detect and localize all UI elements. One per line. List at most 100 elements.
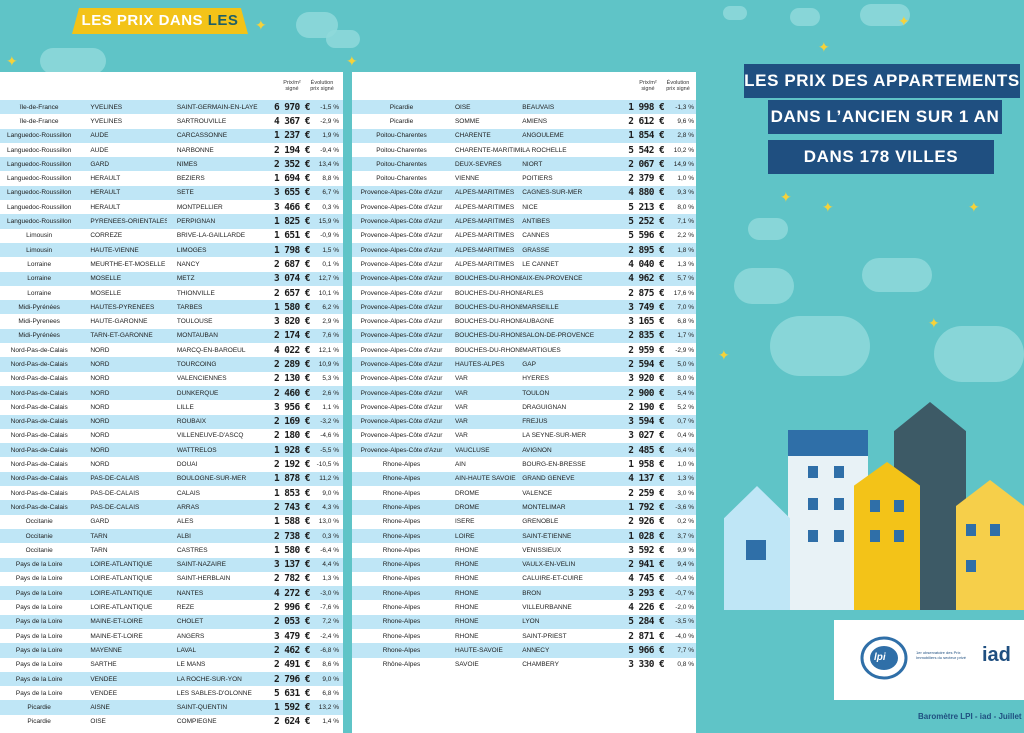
price-cell: 2 130 € <box>274 373 310 385</box>
department-cell: SOMME <box>454 117 480 125</box>
evolution-cell: -0,7 % <box>675 589 694 597</box>
table-row: Provence-Alpes-Côte d'Azur BOUCHES-DU-RHO… <box>352 271 696 286</box>
evolution-cell: 12,7 % <box>318 275 340 283</box>
city-cell: VILLENEUVE-D'ASCQ <box>176 432 244 440</box>
region-cell: Provence-Alpes-Côte d'Azur <box>360 260 443 268</box>
table-row: Provence-Alpes-Côte d'Azur VAR TOULON 2 900… <box>352 385 696 401</box>
city-cell: MONTPELLIER <box>176 203 223 211</box>
table-row: Provence-Alpes-Côte d'Azur VAR HYERES 3 920… <box>352 372 696 386</box>
price-cell: 2 612 € <box>628 115 665 127</box>
city-cell: PERPIGNAN <box>176 218 216 226</box>
region-cell: Provence-Alpes-Côte d'Azur <box>360 275 443 283</box>
price-cell: 1 958 € <box>628 459 665 471</box>
region-cell: Languedoc-Roussillon <box>7 175 72 183</box>
region-cell: Occitanie <box>25 518 53 526</box>
city-cell: SAINT-NAZAIRE <box>176 561 226 569</box>
price-cell: 3 594 € <box>628 416 665 428</box>
evolution-cell: -1,5 % <box>320 103 340 111</box>
evolution-cell: -2,0 % <box>675 604 694 612</box>
price-cell: 2 053 € <box>274 616 310 628</box>
department-cell: BOUCHES-DU-RHÔNE <box>454 346 523 354</box>
price-cell: 4 745 € <box>628 573 665 585</box>
department-cell: MOSELLE <box>90 275 122 283</box>
price-cell: 4 137 € <box>628 473 665 485</box>
table-row: Rhone-Alpes RHONE VAULX-EN-VELIN 2 941 € 9,4… <box>352 557 696 572</box>
evolution-cell: -0,4 % <box>675 575 694 583</box>
table-row: Rhone-Alpes AIN-HAUTE SAVOIE GRAND GENEVE 4… <box>352 471 696 487</box>
region-cell: Languedoc-Roussillon <box>7 160 72 168</box>
city-cell: BEAUVAIS <box>522 103 555 111</box>
header-evolution: Évolution prix signé <box>666 80 690 92</box>
department-cell: VENDÉE <box>90 675 118 683</box>
department-cell: RHONE <box>454 589 479 597</box>
region-cell: Rhone-Alpes <box>382 646 421 654</box>
table-row: Nord-Pas-de-Calais NORD TOURCOING 2 289 € 10… <box>0 357 343 372</box>
city-cell: ARRAS <box>176 503 200 511</box>
table-row: Occitanie TARN ALBI 2 738 € 0,3 % <box>0 528 343 544</box>
evolution-cell: 9,4 % <box>677 561 694 569</box>
price-cell: 2 782 € <box>274 573 310 585</box>
evolution-cell: 0,7 % <box>677 418 694 426</box>
department-cell: SARTHE <box>90 661 117 669</box>
city-cell: VILLEURBANNE <box>522 604 572 612</box>
region-cell: Poitou-Charentes <box>376 132 427 140</box>
price-cell: 1 878 € <box>274 473 310 485</box>
department-cell: LOIRE-ATLANTIQUE <box>90 575 153 583</box>
department-cell: BOUCHES-DU-RHÔNE <box>454 318 523 326</box>
region-cell: Rhone-Alpes <box>382 475 421 483</box>
department-cell: HERAULT <box>90 203 121 211</box>
department-cell: RHONE <box>454 561 479 569</box>
table-row: Poitou-Charentes VIENNE POITIERS 2 379 € 1,0… <box>352 171 696 185</box>
star-icon: ✦ <box>255 17 267 33</box>
price-cell: 2 485 € <box>628 444 665 456</box>
table-row: Provence-Alpes-Côte d'Azur BOUCHES-DU-RHÔ… <box>352 300 696 315</box>
region-cell: Rhone-Alpes <box>382 575 421 583</box>
evolution-cell: 9,9 % <box>677 546 694 554</box>
evolution-cell: 2,2 % <box>677 232 694 240</box>
cloud-decoration <box>748 218 788 240</box>
table-row: Île-de-France YVELINES SAINT-GERMAIN-EN-LA… <box>0 100 343 115</box>
evolution-cell: 4,3 % <box>322 503 340 511</box>
region-cell: Midi-Pyrenees <box>18 318 60 326</box>
evolution-cell: 10,9 % <box>318 360 340 368</box>
city-cell: ANTIBES <box>522 218 550 226</box>
region-cell: Pays de la Loire <box>15 646 63 654</box>
table-row: Provence-Alpes-Côte d'Azur ALPES-MARITIME… <box>352 242 696 258</box>
city-cell: BRON <box>522 589 541 597</box>
city-cell: LE CANNET <box>522 260 559 268</box>
department-cell: BOUCHES-DU-RHONE <box>454 275 523 283</box>
evolution-cell: -3,0 % <box>320 589 340 597</box>
title-line-2: DANS L’ANCIEN SUR 1 AN <box>768 100 1002 134</box>
price-cell: 2 194 € <box>274 144 310 156</box>
evolution-cell: 13,4 % <box>318 160 340 168</box>
region-cell: Pays de la Loire <box>15 689 63 697</box>
evolution-cell: 0,3 % <box>322 532 340 540</box>
city-cell: CAGNES-SUR-MER <box>522 189 583 197</box>
region-cell: Pays de la Loire <box>15 661 63 669</box>
department-cell: CHARENTE-MARITIME <box>454 146 523 154</box>
table-row: Languedoc-Roussillon HERAULT BÉZIERS 1 694 … <box>0 171 343 185</box>
price-cell: 1 928 € <box>274 444 310 456</box>
table-row: Picardie AISNE SAINT-QUENTIN 1 592 € 13,2 % <box>0 700 343 715</box>
table-row: Nord-Pas-de-Calais PAS-DE-CALAIS CALAIS 1 8… <box>0 486 343 500</box>
evolution-cell: 7,0 % <box>677 303 694 311</box>
department-cell: HAUTES-ALPES <box>454 360 505 368</box>
table-row: Provence-Alpes-Côte d'Azur VAUCLUSE AVIGNO… <box>352 443 696 458</box>
department-cell: TARN <box>90 546 108 554</box>
price-cell: 5 631 € <box>274 687 310 699</box>
region-cell: Provence-Alpes-Côte d'Azur <box>360 303 443 311</box>
city-cell: ANGOULEME <box>522 132 564 140</box>
evolution-cell: 0,4 % <box>677 432 694 440</box>
region-cell: Picardie <box>27 718 51 726</box>
city-cell: LA ROCHE-SUR-YON <box>176 675 242 683</box>
department-cell: CORREZE <box>90 232 123 240</box>
department-cell: VENDÉE <box>90 689 118 697</box>
table-row: Pays de la Loire SARTHE LE MANS 2 491 € 8,6 … <box>0 658 343 672</box>
price-cell: 1 592 € <box>274 702 310 714</box>
star-icon: ✦ <box>346 53 358 69</box>
city-cell: BOURG-EN-BRESSE <box>522 461 586 469</box>
evolution-cell: 11,2 % <box>319 475 340 483</box>
evolution-cell: 9,6 % <box>677 117 694 125</box>
city-cell: ROUBAIX <box>176 418 207 426</box>
table-header: Prix/m² signé Évolution prix signé <box>0 72 343 100</box>
